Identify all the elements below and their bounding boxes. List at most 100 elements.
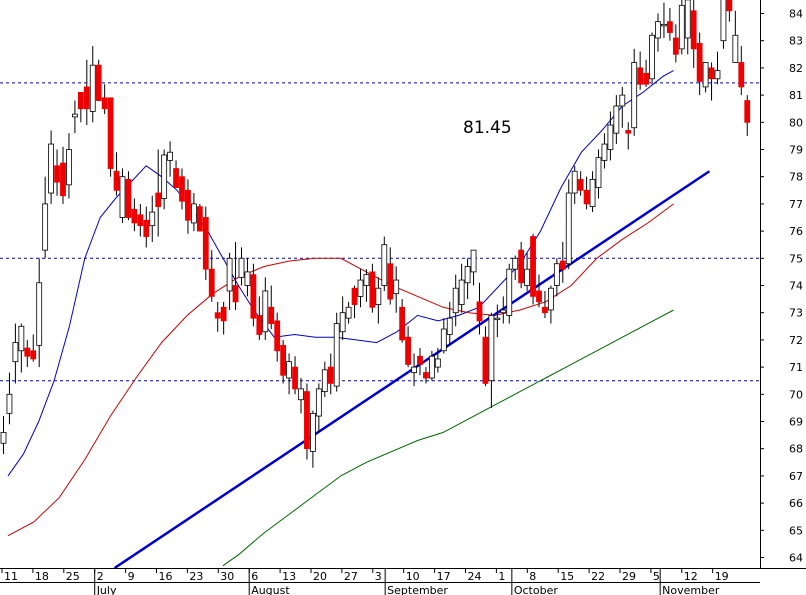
candle-body xyxy=(702,62,709,88)
candle-body xyxy=(690,10,697,50)
x-tick-label: 13 xyxy=(282,570,296,583)
candle xyxy=(672,24,679,63)
candle-body xyxy=(744,100,751,123)
candle-body xyxy=(274,320,281,352)
candle-body xyxy=(649,34,655,80)
candle xyxy=(339,296,346,340)
y-tick-label: 69 xyxy=(789,416,803,429)
candle-body xyxy=(119,176,126,218)
candle xyxy=(518,241,525,289)
y-tick-label: 76 xyxy=(789,225,803,238)
candle-body xyxy=(661,23,667,27)
candle xyxy=(214,301,221,332)
candle xyxy=(36,258,43,368)
candle xyxy=(643,59,649,87)
candle xyxy=(48,130,54,204)
candle xyxy=(185,179,191,234)
candle-body xyxy=(149,211,156,227)
candle-body xyxy=(60,162,66,197)
x-tick-label: 6 xyxy=(251,570,258,583)
candle-body xyxy=(24,347,31,357)
candle-body xyxy=(411,366,417,373)
candle xyxy=(720,0,727,49)
candle-body xyxy=(6,393,13,414)
x-tick-label: 5 xyxy=(653,570,660,583)
moving-average-line-2 xyxy=(7,203,674,537)
candle-body xyxy=(161,154,168,199)
candle xyxy=(345,301,352,324)
candle-body xyxy=(292,366,298,390)
candle xyxy=(333,312,340,392)
x-tick-label: 19 xyxy=(715,570,729,583)
candle xyxy=(6,372,13,425)
candle-body xyxy=(333,323,340,387)
candle-body xyxy=(286,361,293,379)
y-tick-label: 83 xyxy=(789,35,803,48)
candle xyxy=(369,263,376,313)
candle-body xyxy=(738,62,745,88)
candle-body xyxy=(542,306,548,314)
x-ticks: 11 18 25 2 9 16 23 30 6 13 20 27 3 10 17 24 1 8 15 22 29 5 12 1… xyxy=(1,568,729,583)
candle xyxy=(125,171,132,221)
candle-body xyxy=(625,130,632,134)
candle-body xyxy=(315,388,322,417)
y-tick-label: 84 xyxy=(789,8,803,21)
candle xyxy=(553,258,560,297)
x-tick-label: 12 xyxy=(684,570,698,583)
month-label: August xyxy=(251,584,290,595)
candle xyxy=(149,195,156,242)
candle-body xyxy=(185,189,191,221)
y-tick-label: 78 xyxy=(789,171,803,184)
candle-body xyxy=(345,306,352,319)
candle xyxy=(714,51,721,85)
y-tick-label: 64 xyxy=(789,552,803,565)
candle-body xyxy=(256,315,263,335)
candle xyxy=(357,269,364,308)
candle xyxy=(155,149,162,237)
candle-body xyxy=(143,219,150,237)
x-tick-label: 22 xyxy=(591,570,605,583)
horizontal-levels xyxy=(0,82,760,382)
x-tick-label: 9 xyxy=(128,570,135,583)
candle xyxy=(42,176,49,259)
candle xyxy=(220,301,227,335)
candle xyxy=(268,285,275,330)
candle xyxy=(24,339,31,368)
candle-body xyxy=(583,189,590,205)
candle xyxy=(637,51,644,90)
candle xyxy=(488,312,495,408)
annotation-label: 81.45 xyxy=(463,118,512,138)
candle-body xyxy=(637,67,644,85)
candle xyxy=(524,252,530,291)
candle-body xyxy=(179,176,185,202)
candle-body xyxy=(268,306,275,324)
candle-body xyxy=(173,168,179,188)
candle xyxy=(226,252,233,310)
candle-body xyxy=(423,372,429,379)
candle-body xyxy=(113,170,120,191)
candle xyxy=(678,0,685,55)
candle-body xyxy=(446,317,453,335)
candle xyxy=(494,304,501,338)
candle-body xyxy=(220,306,227,322)
candle-body xyxy=(601,143,608,161)
y-tick-label: 82 xyxy=(789,62,803,75)
x-tick-label: 11 xyxy=(4,570,18,583)
candle-body xyxy=(643,72,649,85)
candle xyxy=(238,247,245,286)
candle xyxy=(89,46,96,123)
y-tick-label: 67 xyxy=(789,470,803,483)
candle xyxy=(54,149,60,196)
candle xyxy=(476,282,483,335)
y-tick-label: 66 xyxy=(789,497,803,510)
x-tick-label: 30 xyxy=(220,570,234,583)
x-tick-label: 17 xyxy=(437,570,451,583)
candle-body xyxy=(464,266,471,284)
y-tick-label: 70 xyxy=(789,388,803,401)
x-tick-label: 15 xyxy=(560,570,574,583)
x-tick-label: 16 xyxy=(159,570,173,583)
candle-body xyxy=(167,151,174,161)
candle xyxy=(381,236,388,291)
